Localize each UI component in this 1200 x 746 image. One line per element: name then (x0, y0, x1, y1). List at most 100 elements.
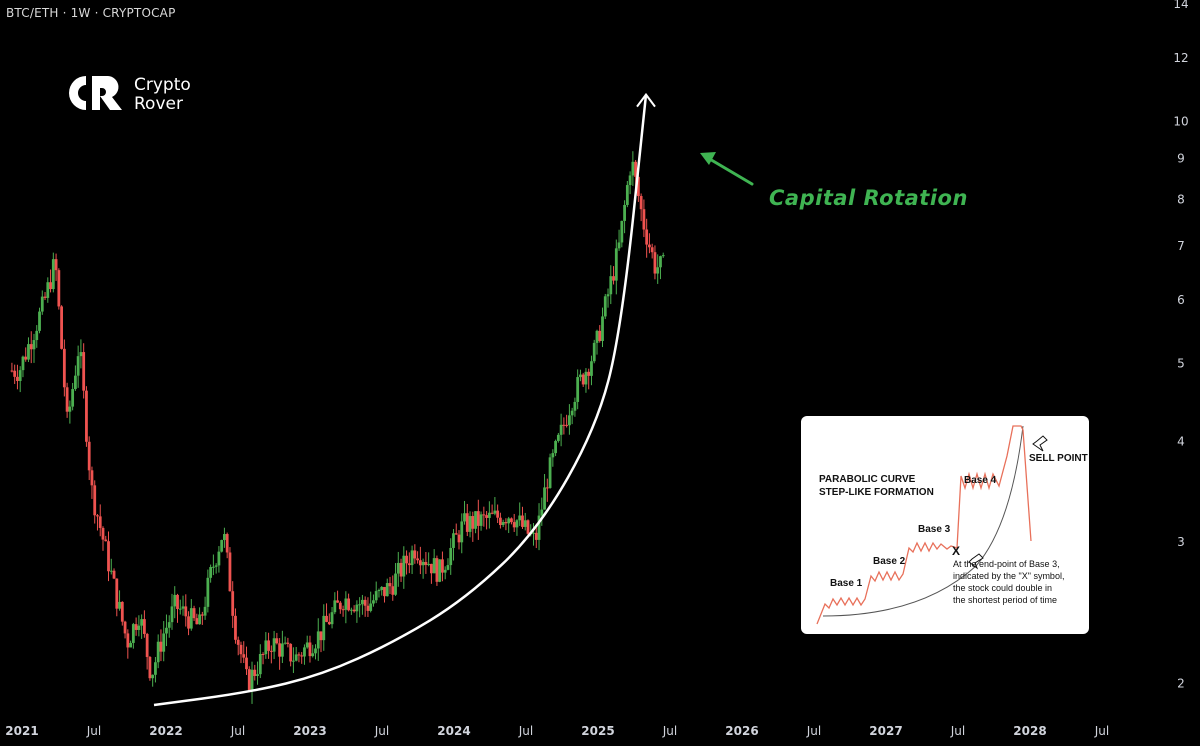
candle-body (377, 590, 381, 592)
logo-line-1: Crypto (134, 75, 191, 95)
candle-body (443, 569, 447, 573)
candle-body (620, 220, 624, 243)
candle-body (35, 330, 39, 341)
candle-body (76, 356, 80, 376)
candle-body (137, 625, 141, 630)
candle-body (269, 650, 273, 652)
candle-body (142, 619, 146, 634)
candle-body (104, 539, 108, 542)
candle-body (659, 256, 662, 268)
x-tick-label: 2021 (5, 724, 38, 738)
candle-body (518, 515, 522, 521)
candle-body (374, 591, 378, 601)
candle-body (590, 361, 593, 376)
candle-body (532, 532, 535, 534)
inset-x-arrow (968, 553, 984, 570)
x-tick-label: Jul (950, 724, 965, 738)
inset-title-line-2: STEP-LIKE FORMATION (819, 487, 934, 498)
candle-body (220, 540, 224, 552)
candle-body (507, 518, 511, 524)
candle-body (217, 551, 221, 566)
candle-body (184, 606, 188, 617)
candle-body (363, 599, 367, 606)
inset-sell-point-label: SELL POINT (1029, 453, 1088, 464)
x-tick-label: Jul (230, 724, 245, 738)
inset-note-line: the shortest period of time (953, 595, 1058, 605)
y-tick-label: 14 (1173, 0, 1188, 11)
candle-body (85, 390, 88, 442)
candle-body (592, 342, 596, 362)
candle-body (98, 516, 102, 528)
candle-body (21, 356, 25, 371)
candle-body (156, 641, 160, 663)
candle-body (311, 653, 315, 657)
annotation-arrow (700, 152, 754, 186)
y-tick-label: 12 (1173, 51, 1188, 65)
y-tick-label: 9 (1177, 151, 1185, 165)
candle-body (463, 513, 466, 522)
candle-body (614, 248, 618, 281)
candle-body (214, 565, 218, 567)
candle-body (40, 296, 44, 312)
candle-body (87, 441, 91, 471)
candle-body (29, 344, 33, 350)
candle-body (54, 259, 58, 271)
candle-body (581, 374, 585, 385)
candle-body (352, 609, 356, 612)
candle-body (65, 387, 69, 412)
candle-body (639, 196, 643, 210)
candle-body (391, 586, 395, 595)
x-tick-label: Jul (662, 724, 677, 738)
parabolic-curve-line (153, 94, 648, 707)
inset-base-1-label: Base 1 (830, 578, 863, 589)
candle-body (258, 653, 262, 675)
candle-body (432, 558, 436, 574)
candle-body (51, 259, 55, 290)
y-tick-label: 8 (1177, 192, 1185, 206)
candle-body (501, 522, 505, 526)
candle-body (245, 657, 248, 670)
x-tick-label: 2024 (437, 724, 470, 738)
candle-body (421, 561, 425, 566)
candle-body (112, 570, 116, 579)
candle-body (145, 633, 149, 657)
y-tick-label: 6 (1177, 293, 1185, 307)
candle-body (510, 518, 513, 523)
candle-body (316, 631, 320, 649)
x-tick-label: Jul (1094, 724, 1109, 738)
candle-body (570, 410, 574, 416)
candle-body (297, 654, 301, 656)
candle-body (234, 615, 237, 640)
candle-body (540, 509, 544, 516)
candle-body (496, 510, 500, 518)
candle-body (134, 624, 138, 630)
candle-body (474, 511, 477, 529)
candle-body (617, 242, 621, 249)
logo-line-2: Rover (134, 94, 183, 114)
candle-body (631, 161, 635, 176)
inset-x-marker: X (952, 544, 961, 558)
candle-body (165, 627, 168, 634)
candle-body (584, 371, 588, 385)
candle-body (231, 591, 235, 616)
candle-body (107, 541, 110, 572)
candle-body (18, 370, 22, 381)
candle-body (424, 561, 428, 565)
candle-body (236, 639, 240, 645)
candle-body (322, 615, 326, 641)
candle-body (576, 377, 580, 402)
candle-body (587, 371, 591, 376)
candle-body (303, 647, 306, 657)
candle-body (49, 282, 52, 290)
candle-body (515, 520, 519, 528)
candle-body (93, 485, 97, 516)
y-tick-label: 3 (1177, 535, 1185, 549)
candle-body (565, 424, 569, 426)
candle-body (650, 247, 654, 253)
candle-body (446, 565, 450, 570)
candle-body (595, 330, 599, 343)
cr-logo-icon (69, 76, 122, 110)
candle-body (537, 515, 541, 540)
candle-body (551, 453, 555, 458)
